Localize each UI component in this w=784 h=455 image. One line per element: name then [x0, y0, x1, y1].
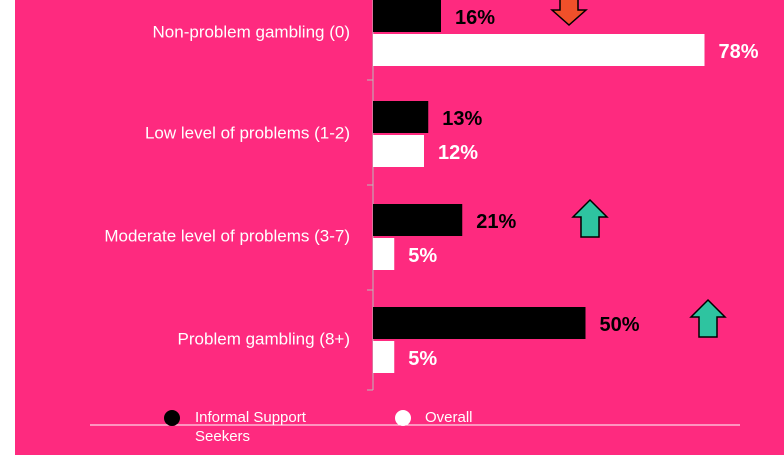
legend-label: Overall [425, 409, 473, 426]
category-label: Non-problem gambling (0) [153, 22, 350, 41]
legend-marker [395, 410, 411, 426]
up-arrow [571, 198, 609, 238]
bar [373, 307, 586, 339]
value-label: 78% [719, 41, 759, 63]
up-arrow [689, 298, 727, 338]
value-label: 21% [476, 211, 516, 233]
legend-marker [164, 410, 180, 426]
bar [373, 238, 395, 270]
category-label: Problem gambling (8+) [178, 329, 350, 348]
value-label: 13% [442, 108, 482, 130]
bar [373, 204, 463, 236]
bar [373, 135, 424, 167]
bar [373, 34, 705, 66]
value-label: 5% [408, 348, 437, 370]
category-label: Low level of problems (1-2) [145, 123, 350, 142]
bar [373, 0, 441, 32]
legend-label: Informal Support Seekers [195, 409, 306, 445]
down-arrow [550, 0, 588, 27]
bar [373, 341, 395, 373]
value-label: 12% [438, 142, 478, 164]
value-label: 5% [408, 245, 437, 267]
value-label: 16% [455, 7, 495, 29]
value-label: 50% [600, 314, 640, 336]
category-label: Moderate level of problems (3-7) [104, 226, 350, 245]
bar [373, 101, 429, 133]
